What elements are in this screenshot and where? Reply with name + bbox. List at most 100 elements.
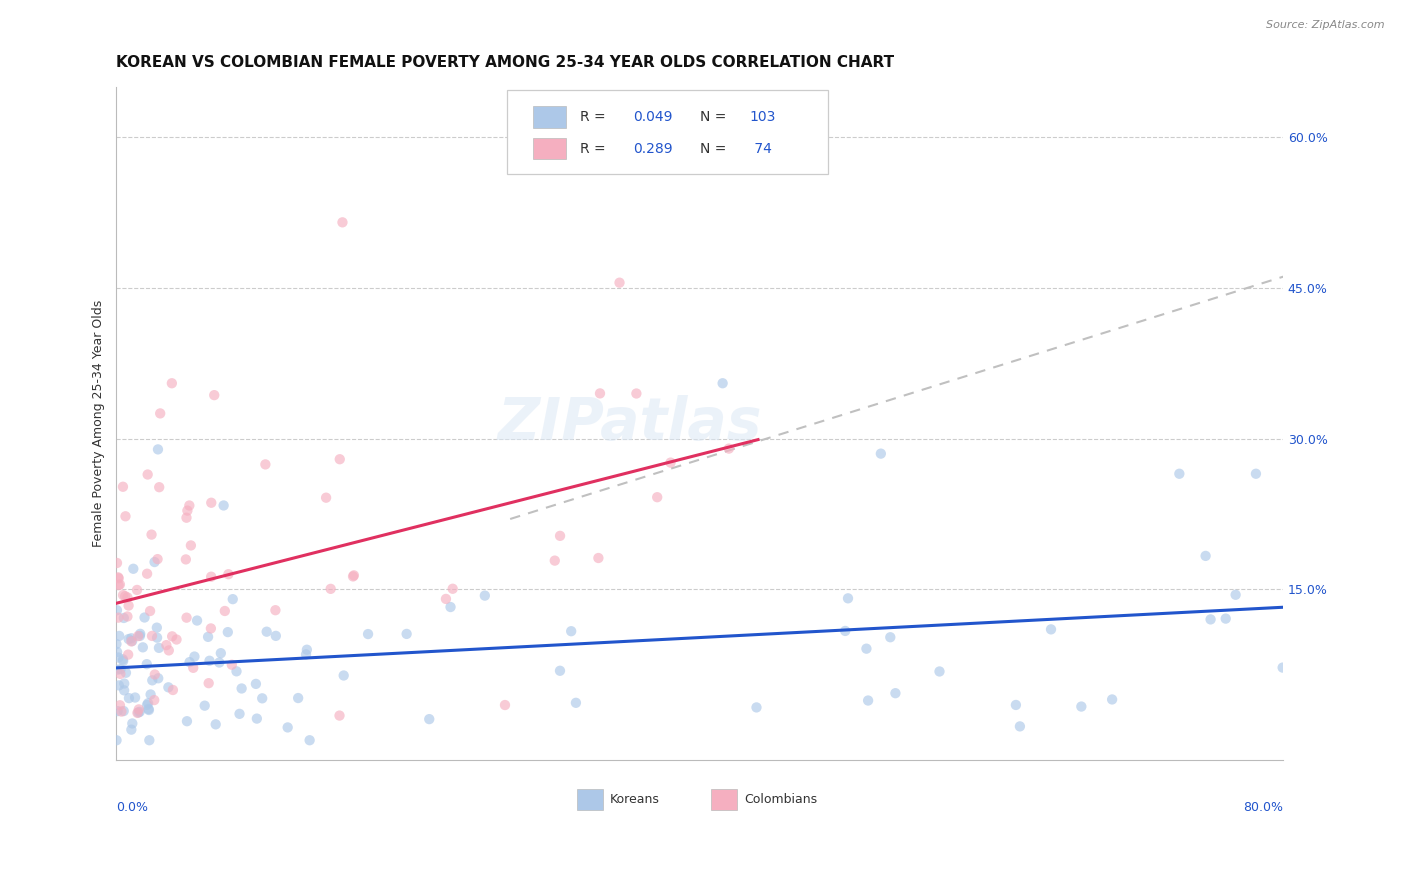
Text: 74: 74 — [749, 142, 772, 155]
Point — [112, 676, 135, 690]
Point — [160, 629, 183, 643]
Point — [129, 629, 152, 643]
Point — [148, 480, 170, 494]
Point — [1194, 549, 1216, 563]
Text: 103: 103 — [749, 110, 776, 124]
Point — [127, 706, 149, 720]
Point — [200, 496, 222, 510]
Point — [208, 656, 231, 670]
Point — [143, 693, 166, 707]
Point — [181, 661, 204, 675]
Point — [112, 704, 135, 718]
Point — [120, 723, 142, 737]
Point — [162, 683, 184, 698]
Point — [200, 622, 222, 636]
Point — [127, 629, 149, 643]
Point — [138, 702, 160, 716]
Point — [146, 631, 169, 645]
Point — [128, 702, 150, 716]
Point — [117, 599, 139, 613]
Point — [143, 667, 166, 681]
Point — [180, 538, 202, 552]
Point — [217, 567, 239, 582]
Point — [745, 700, 768, 714]
Point — [176, 503, 198, 517]
FancyBboxPatch shape — [533, 106, 565, 128]
Point — [548, 529, 571, 543]
Point — [166, 632, 188, 647]
Point — [439, 600, 461, 615]
Point — [117, 591, 139, 605]
Point — [105, 645, 128, 659]
Point — [711, 376, 734, 391]
FancyBboxPatch shape — [711, 789, 737, 810]
Point — [197, 630, 219, 644]
Text: R =: R = — [579, 142, 605, 155]
Point — [1271, 660, 1294, 674]
Point — [228, 706, 250, 721]
Point — [186, 614, 208, 628]
Point — [202, 388, 225, 402]
Point — [197, 676, 219, 690]
Point — [141, 629, 163, 643]
Point — [198, 654, 221, 668]
Point — [105, 603, 128, 617]
Point — [117, 609, 139, 624]
Point — [834, 624, 856, 638]
Point — [589, 386, 612, 401]
Point — [357, 627, 380, 641]
Point — [135, 657, 157, 672]
Point — [120, 634, 142, 648]
Point — [107, 570, 129, 584]
Point — [146, 442, 169, 457]
Point — [1008, 719, 1031, 733]
Point — [157, 681, 180, 695]
Point — [114, 509, 136, 524]
Point — [395, 627, 418, 641]
Text: 0.049: 0.049 — [633, 110, 672, 124]
Point — [134, 610, 156, 624]
Point — [884, 686, 907, 700]
Point — [112, 588, 135, 602]
Point — [264, 603, 287, 617]
Point — [441, 582, 464, 596]
Point — [225, 665, 247, 679]
Point — [856, 693, 879, 707]
Point — [117, 648, 139, 662]
FancyBboxPatch shape — [533, 137, 565, 160]
Point — [121, 634, 143, 648]
Point — [136, 696, 159, 710]
Point — [155, 638, 177, 652]
Point — [146, 552, 169, 566]
Point — [111, 480, 134, 494]
Point — [298, 733, 321, 747]
Point — [221, 657, 243, 672]
Point — [254, 458, 277, 472]
Point — [659, 456, 682, 470]
Point — [332, 668, 354, 682]
Point — [329, 452, 352, 467]
Point — [107, 578, 129, 592]
Text: 0.289: 0.289 — [633, 142, 673, 155]
Point — [1199, 612, 1222, 626]
Point — [560, 624, 582, 639]
Point — [1215, 612, 1237, 626]
Point — [112, 611, 135, 625]
Point — [246, 712, 269, 726]
Point — [869, 447, 891, 461]
Point — [200, 570, 222, 584]
Point — [879, 630, 901, 644]
Point — [717, 442, 740, 456]
Point — [209, 646, 232, 660]
Point — [139, 604, 162, 618]
Point — [174, 552, 197, 566]
Point — [588, 551, 610, 566]
Point — [132, 640, 155, 655]
Point — [110, 662, 132, 676]
Point — [122, 562, 145, 576]
Text: R =: R = — [579, 110, 605, 124]
Point — [645, 490, 668, 504]
Point — [319, 582, 342, 596]
Point — [117, 632, 139, 646]
Point — [136, 467, 159, 482]
